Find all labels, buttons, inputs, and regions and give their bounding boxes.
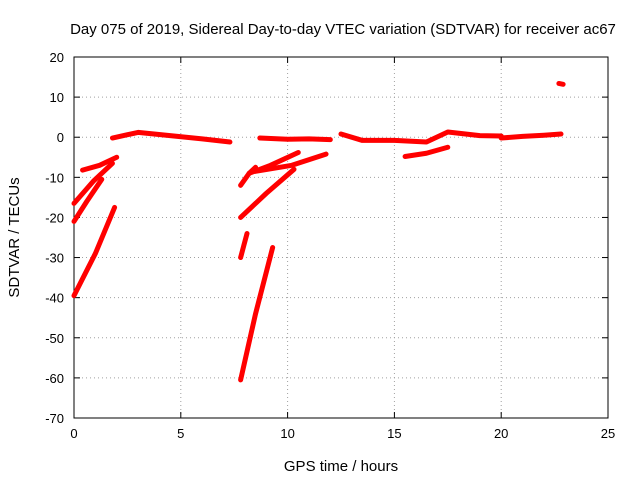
data-series: [556, 80, 566, 87]
x-tick-label: 5: [177, 426, 184, 441]
y-tick-label: -70: [45, 411, 64, 426]
ticks: [73, 56, 609, 419]
x-tick-label: 20: [494, 426, 508, 441]
y-tick-label: -20: [45, 210, 64, 225]
data-series: [71, 176, 105, 224]
series-layer: [71, 80, 566, 383]
data-series: [109, 129, 233, 145]
x-tick-labels: 0 5 10 15 20 25: [70, 426, 615, 441]
data-series: [338, 129, 504, 145]
y-tick-labels: -70 -60 -50 -40 -30 -20 -10 0 10 20: [45, 50, 64, 426]
y-axis-label: SDTVAR / TECUs: [6, 177, 23, 297]
data-series: [71, 160, 115, 206]
x-tick-label: 0: [70, 426, 77, 441]
y-tick-label: 10: [50, 90, 64, 105]
x-tick-label: 10: [280, 426, 294, 441]
data-series: [80, 154, 120, 173]
x-tick-label: 15: [387, 426, 401, 441]
y-tick-label: -50: [45, 331, 64, 346]
data-series: [253, 151, 329, 174]
data-series: [71, 204, 118, 299]
x-tick-label: 25: [601, 426, 615, 441]
data-series: [238, 245, 276, 383]
y-tick-label: 20: [50, 50, 64, 65]
x-axis-label: GPS time / hours: [284, 458, 398, 475]
y-tick-label: -40: [45, 291, 64, 306]
y-tick-label: -60: [45, 371, 64, 386]
data-series: [498, 131, 564, 141]
data-series: [238, 166, 297, 220]
plot-frame: [73, 56, 609, 419]
data-series: [257, 135, 333, 143]
data-series: [402, 144, 451, 159]
y-tick-label: -10: [45, 170, 64, 185]
grid: [74, 57, 608, 418]
y-tick-label: -30: [45, 251, 64, 266]
chart-title: Day 075 of 2019, Sidereal Day-to-day VTE…: [70, 21, 616, 38]
data-series: [238, 230, 250, 261]
y-tick-label: 0: [57, 130, 64, 145]
